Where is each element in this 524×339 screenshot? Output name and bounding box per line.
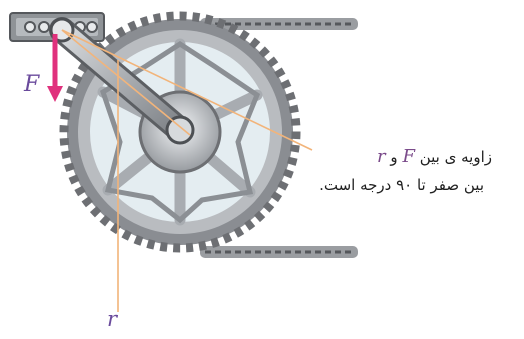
- force-arrow: [47, 34, 63, 102]
- caption-line-2: بین صفر تا ۹۰ درجه است.: [319, 176, 484, 194]
- caption-prefix: زاویه ی بین: [419, 148, 492, 166]
- caption-conjunction: و: [390, 148, 398, 166]
- chain-top: [200, 18, 358, 30]
- chain-bottom: [200, 246, 358, 258]
- guide-lines: [61, 29, 313, 312]
- force-label: F: [24, 72, 40, 97]
- radius-extension: [61, 29, 313, 151]
- radius-label: r: [107, 307, 118, 331]
- caption-radius-symbol: r: [377, 146, 386, 167]
- radius-line: [61, 29, 191, 136]
- caption-line-1: زاویه ی بین F و r: [377, 146, 492, 167]
- caption-force-symbol: F: [402, 146, 415, 167]
